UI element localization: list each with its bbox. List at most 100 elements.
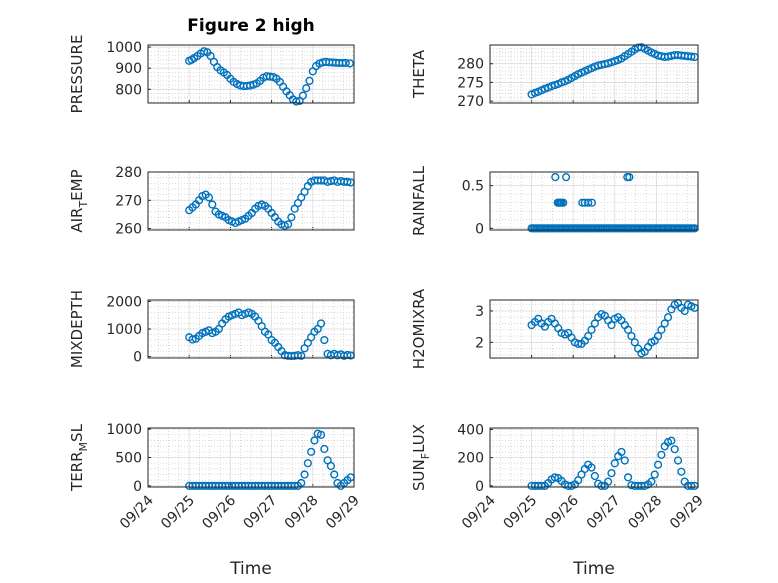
data-point	[650, 470, 659, 479]
y-tick-label: 260	[115, 222, 142, 238]
subplot-4: 0 0.5 RAINFALL	[410, 165, 699, 237]
data-point	[188, 335, 197, 344]
y-tick-label: 270	[457, 94, 484, 110]
subplot-1: 800 900 1000 PRESSURE Figure 2 high	[68, 16, 355, 114]
data-point	[341, 58, 350, 68]
x-tick-label: 09/27	[584, 493, 624, 533]
y-tick-label: 400	[457, 422, 484, 438]
data-point	[587, 198, 597, 207]
data-point	[587, 463, 596, 472]
data-point	[584, 331, 593, 341]
subplot-3: 260 270 280 AIRTEMP	[68, 165, 355, 238]
data-point	[302, 84, 311, 93]
y-tick-label: 2	[475, 335, 484, 351]
x-tick-label: 09/29	[323, 493, 363, 533]
data-point	[300, 470, 309, 479]
y-axis-label: RAINFALL	[410, 165, 428, 236]
data-point	[330, 470, 339, 479]
data-point	[320, 444, 329, 454]
y-tick-label: 500	[115, 451, 142, 467]
data-point	[617, 447, 626, 457]
data-point	[292, 97, 301, 106]
data-point	[657, 450, 666, 459]
axes-frame	[147, 427, 355, 488]
y-axis-label: MIXDEPTH	[68, 290, 86, 368]
x-tick-label: 09/24	[459, 492, 499, 532]
x-tick-label: 09/29	[667, 493, 707, 533]
data-point	[627, 331, 636, 341]
data-point	[343, 177, 352, 187]
data-point	[587, 325, 596, 334]
data-point	[316, 430, 326, 439]
data-point	[680, 306, 689, 316]
data-point	[551, 173, 560, 182]
y-axis-label: SUNFLUX	[410, 424, 432, 491]
subplot-2: 270 275 280 THETA	[410, 43, 699, 110]
subplot-7: 0 500 1000 TERRMSL 09/24 09/25 09/26 09/27 09/28…	[68, 422, 363, 579]
data-point	[625, 173, 634, 182]
data-point	[297, 478, 306, 488]
data-point	[283, 220, 293, 229]
y-tick-label: 800	[115, 82, 142, 98]
y-axis-label: THETA	[410, 49, 428, 99]
data-point	[607, 320, 616, 330]
data-point	[590, 471, 599, 481]
data-point	[559, 198, 568, 207]
y-tick-label: 0	[475, 479, 484, 495]
data-point	[604, 477, 613, 486]
axes-frame	[147, 44, 355, 104]
data-point	[657, 325, 666, 334]
data-point	[290, 481, 299, 490]
data-point	[562, 173, 571, 182]
data-point	[310, 436, 319, 445]
data-point	[647, 477, 656, 486]
y-tick-label: 0	[133, 350, 142, 366]
y-tick-label: 200	[457, 451, 484, 467]
chart-title: Figure 2 high	[187, 16, 315, 36]
y-tick-label: 280	[457, 57, 484, 73]
data-point	[624, 473, 633, 482]
y-tick-label: 1000	[106, 40, 142, 56]
y-tick-label: 0	[475, 221, 484, 237]
y-tick-label: 270	[115, 193, 142, 209]
data-point	[677, 467, 686, 476]
data-point	[584, 198, 593, 207]
y-axis-label: PRESSURE	[68, 35, 86, 114]
data-point	[653, 460, 663, 469]
axes-frame	[489, 171, 699, 231]
y-tick-label: 3	[475, 304, 484, 320]
data-point	[316, 319, 326, 328]
data-point	[590, 319, 599, 328]
x-tick-label: 09/25	[501, 493, 541, 533]
axes-frame	[147, 299, 355, 359]
y-tick-label: 275	[457, 75, 484, 91]
data-point	[303, 459, 312, 468]
data-point	[607, 469, 616, 478]
data-point	[687, 52, 696, 61]
data-point	[667, 436, 676, 445]
axes-frame	[489, 427, 699, 488]
y-tick-label: 0.5	[462, 179, 484, 195]
x-tick-label: 09/25	[158, 493, 198, 533]
data-point	[653, 331, 663, 341]
data-point	[660, 319, 669, 328]
axes-frame	[147, 171, 355, 231]
axes-frame	[489, 299, 699, 359]
data-point	[208, 200, 217, 209]
data-point	[574, 339, 583, 348]
x-axis-label: Time	[229, 559, 272, 579]
y-axis-label: AIRTEMP	[68, 169, 90, 232]
subplot-5: 0 1000 2000 MIXDEPTH	[68, 290, 355, 368]
x-tick-label: 09/26	[542, 492, 582, 532]
data-point	[610, 459, 619, 468]
x-tick-label: 09/26	[199, 492, 239, 532]
data-point	[293, 351, 303, 360]
y-tick-label: 900	[115, 61, 142, 77]
data-point	[578, 198, 587, 207]
data-point	[297, 351, 306, 360]
x-tick-label: 09/28	[625, 493, 665, 533]
data-point	[345, 59, 354, 68]
data-point	[206, 51, 215, 61]
y-tick-label: 0	[133, 479, 142, 495]
